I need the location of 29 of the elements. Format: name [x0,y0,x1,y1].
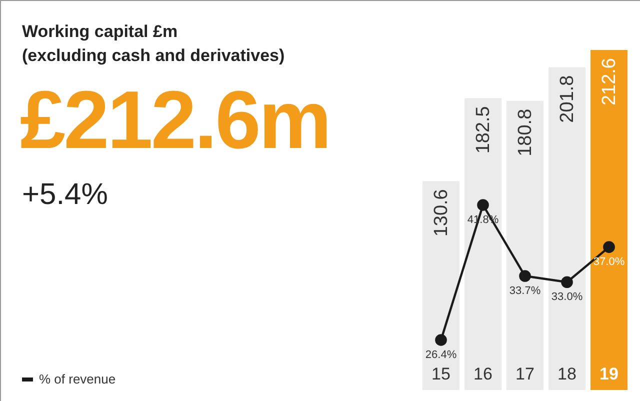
text: £212.6m [20,75,330,166]
data-label: 33.7% [509,285,541,298]
text: +5.4% [22,178,108,212]
x-tick-label: 15 [432,364,450,384]
bar [464,98,502,390]
data-label: 33.0% [551,291,583,304]
bar [548,67,586,390]
text: (excluding cash and derivatives) [22,45,285,67]
point [477,199,489,211]
data-label: 201.8 [557,75,578,123]
legend-label: % of revenue [39,372,116,386]
point [519,270,531,282]
point [603,241,615,253]
point [561,276,573,288]
bar [422,181,460,390]
point [435,334,447,346]
x-tick-label: 17 [516,364,534,384]
bar [590,50,628,390]
x-tick-label: 18 [558,364,576,384]
data-label: 180.8 [515,108,536,156]
text: Working capital £m [22,21,179,43]
x-tick-label: 19 [600,364,618,384]
data-label: 26.4% [425,349,457,361]
data-label: 130.6 [431,189,452,237]
x-tick-label: 16 [474,364,492,384]
bar [506,100,544,390]
data-label: 37.0% [593,256,625,268]
data-label: 182.5 [473,106,494,154]
data-label: 212.6 [599,58,620,106]
